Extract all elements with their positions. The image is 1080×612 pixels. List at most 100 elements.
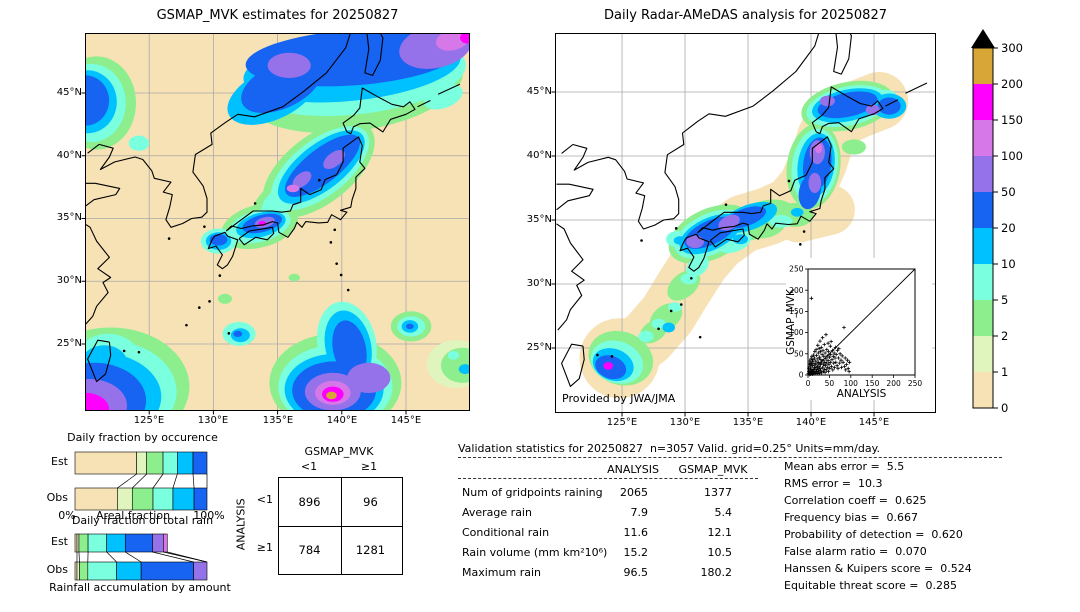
bar-connector <box>78 551 80 563</box>
stats-dash-header <box>458 471 758 479</box>
bar-connector <box>167 551 208 563</box>
contingency-row-label-ge1: ≥1 <box>256 541 273 554</box>
bar-segment <box>193 487 208 511</box>
contingency-col-label-lt1: <1 <box>300 460 318 473</box>
precip-area-level9 <box>326 391 337 400</box>
precip-area-level6 <box>347 362 391 393</box>
precip-area-level3 <box>651 318 666 329</box>
score-line: False alarm ratio = 0.070 <box>784 545 927 558</box>
coastline <box>885 99 899 107</box>
bar-connector <box>132 473 147 489</box>
contingency-col-label-ge1: ≥1 <box>360 460 378 473</box>
colorbar-tick-label: 200 <box>1001 77 1023 91</box>
bar-connector <box>152 473 164 489</box>
precip-area-level4 <box>662 322 675 333</box>
inset-y-tick-label: 100 <box>789 328 804 337</box>
colorbar-segment <box>973 300 993 336</box>
island-dot <box>802 230 806 233</box>
stats-col-analysis: ANALYSIS <box>607 463 659 476</box>
coastline <box>905 82 928 94</box>
left-precipitation-map <box>81 33 470 415</box>
occurrence-est-label: Est <box>51 455 68 468</box>
precip-area-level3 <box>423 84 463 110</box>
coastline <box>561 33 820 230</box>
bar-segment <box>193 561 208 581</box>
colorbar-segment <box>973 48 993 84</box>
left-map-title: GSMAP_MVK estimates for 20250827 <box>156 8 399 23</box>
island-dot <box>698 335 702 339</box>
coastline <box>342 87 416 135</box>
bar-connector <box>117 473 137 489</box>
coastline <box>238 226 275 246</box>
map-border <box>555 33 936 413</box>
bar-segment <box>163 533 168 553</box>
stats-row-label: Conditional rain <box>462 526 550 539</box>
right-map-y-tick: 30°N <box>526 278 552 289</box>
contingency-row-group: ANALYSIS <box>234 498 248 551</box>
precip-area-level4 <box>458 364 470 375</box>
occurrence-axis-right: 100% <box>193 509 225 522</box>
precip-area-level2 <box>841 139 866 155</box>
stats-title: Validation statistics for 20250827 n=305… <box>458 442 881 455</box>
left-map-y-tick: 35°N <box>56 212 82 223</box>
coastline <box>87 339 112 383</box>
island-dot <box>610 355 614 358</box>
total-rain-obs-label: Obs <box>46 563 68 576</box>
precip-area-level3 <box>638 330 654 343</box>
occurrence-obs-label: Obs <box>46 491 68 504</box>
island-dot <box>669 309 673 313</box>
left-map-x-tick: 125°E <box>133 415 165 426</box>
coastline <box>556 223 585 331</box>
score-line: Correlation coeff = 0.625 <box>784 494 927 507</box>
total-rain-caption: Rainfall accumulation by amount <box>49 581 231 594</box>
bar-connector <box>192 473 195 489</box>
island-dot <box>724 203 728 206</box>
precip-area-level7 <box>435 33 469 51</box>
precip-area-level4 <box>790 207 804 217</box>
colorbar-tick-label: 1 <box>1001 365 1008 379</box>
colorbar-tick-label: 300 <box>1001 41 1023 55</box>
bar-segment <box>74 487 118 511</box>
coastline <box>811 86 884 135</box>
island-dot <box>167 237 171 240</box>
coastline <box>697 136 835 240</box>
precip-area-level5 <box>233 330 243 337</box>
left-map-y-tick: 30°N <box>56 275 82 286</box>
inset-y-tick-label: 250 <box>789 265 804 274</box>
precip-area-level5 <box>85 75 110 126</box>
contingency-grid: 896 96 784 1281 <box>278 477 403 575</box>
colorbar-tick-label: 100 <box>1001 149 1023 163</box>
coastline <box>561 343 585 387</box>
contingency-cell-01: 96 <box>363 495 378 509</box>
left-map-x-tick: 140°E <box>326 415 358 426</box>
bar-segment <box>116 561 142 581</box>
coastline <box>207 231 239 270</box>
bar-segment <box>152 487 174 511</box>
right-precipitation-map <box>551 33 936 417</box>
bar-segment <box>177 451 194 475</box>
island-dot <box>203 225 206 228</box>
island-dot <box>318 178 321 182</box>
right-map-title: Daily Radar-AMeDAS analysis for 20250827 <box>604 8 887 23</box>
island-dot <box>137 350 141 354</box>
island-dot <box>596 353 599 357</box>
score-line: Mean abs error = 5.5 <box>784 460 905 473</box>
stats-row-gsmap-value: 1377 <box>704 486 732 499</box>
bar-segment <box>79 561 89 581</box>
stats-row-label: Num of gridpoints raining <box>462 486 603 499</box>
occurrence-chart-title: Daily fraction by occurence <box>67 431 218 444</box>
stats-row-gsmap-value: 10.5 <box>707 546 733 559</box>
right-map-y-tick: 35°N <box>526 214 552 225</box>
colorbar-overflow-triangle <box>971 29 995 48</box>
island-dot <box>799 243 802 246</box>
island-dot <box>335 262 338 265</box>
inset-x-tick-label: 0 <box>806 379 811 388</box>
inset-xlabel: ANALYSIS <box>837 388 887 400</box>
precip-area-level3 <box>128 135 150 151</box>
left-map-x-tick: 135°E <box>262 415 294 426</box>
precip-area-level2 <box>288 273 300 282</box>
stats-col-gsmap: GSMAP_MVK <box>678 463 748 476</box>
coastline <box>85 182 121 208</box>
precip-area-level8 <box>603 362 613 370</box>
